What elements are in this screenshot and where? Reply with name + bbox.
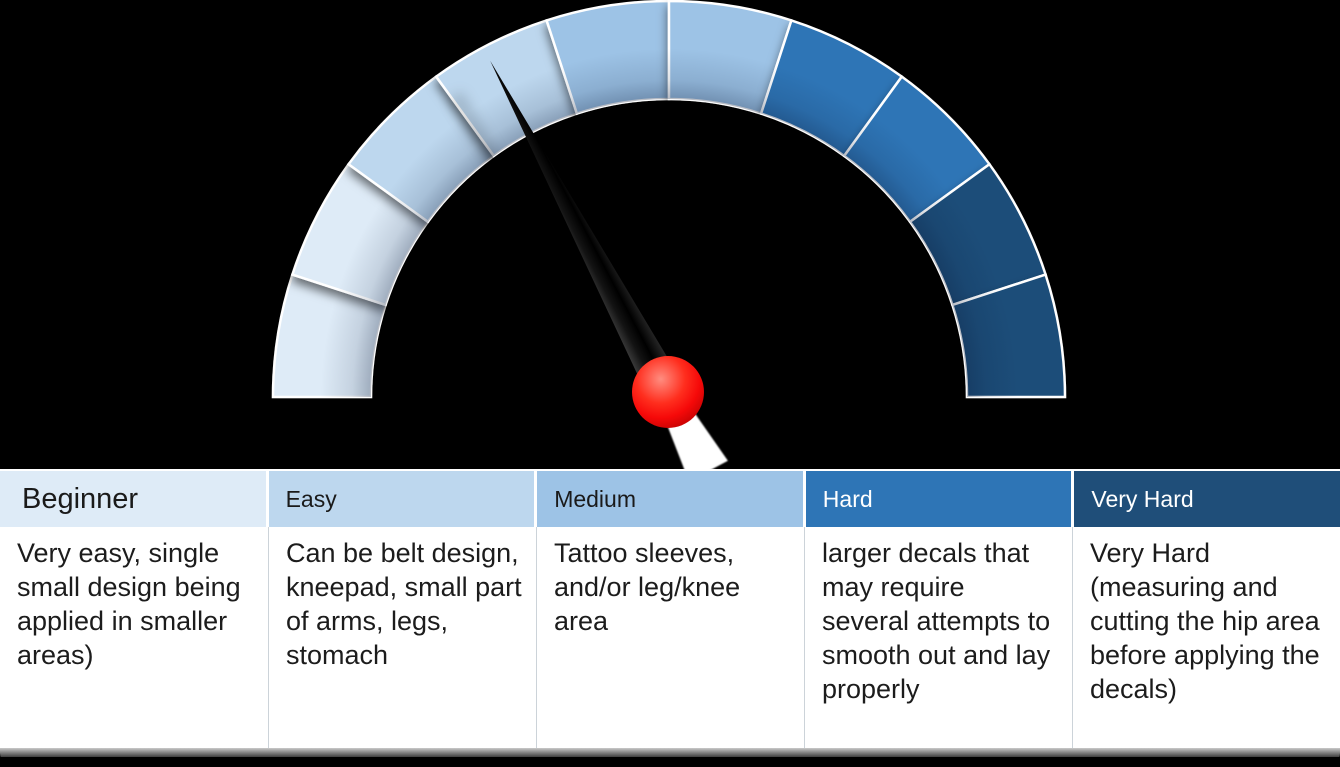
- cell-description-very-hard: Very Hard (measuring and cutting the hip…: [1072, 527, 1340, 748]
- gauge-inner-shading: [273, 1, 1065, 397]
- cell-description-medium: Tattoo sleeves, and/or leg/knee area: [536, 527, 804, 748]
- header-cell-very-hard: Very Hard: [1074, 471, 1340, 527]
- table-body-row: Very easy, single small design being app…: [0, 527, 1340, 748]
- header-label-hard: Hard: [822, 485, 873, 512]
- cell-description-hard: larger decals that may require several a…: [804, 527, 1072, 748]
- difficulty-table: Beginner Easy Medium Hard Very Hard Very…: [0, 469, 1340, 757]
- needle-hub: [632, 356, 704, 428]
- header-cell-easy: Easy: [268, 471, 535, 527]
- gauge-needle: [490, 60, 686, 406]
- cell-description-easy: Can be belt design, kneepad, small part …: [268, 527, 536, 748]
- cell-description-beginner: Very easy, single small design being app…: [17, 538, 241, 670]
- table-bottom-shadow: [0, 748, 1340, 757]
- header-cell-medium: Medium: [537, 471, 803, 527]
- header-label-beginner: Beginner: [22, 482, 139, 515]
- header-label-easy: Easy: [285, 485, 337, 512]
- header-cell-beginner: Beginner: [0, 471, 266, 527]
- header-label-very-hard: Very Hard: [1091, 485, 1194, 512]
- header-label-medium: Medium: [554, 485, 636, 512]
- table-header-row: Beginner Easy Medium Hard Very Hard: [0, 469, 1340, 527]
- header-cell-hard: Hard: [805, 471, 1072, 527]
